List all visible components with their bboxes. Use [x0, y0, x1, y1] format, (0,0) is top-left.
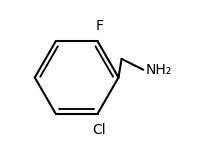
Text: Cl: Cl: [92, 123, 106, 137]
Text: NH₂: NH₂: [146, 63, 172, 77]
Text: F: F: [96, 19, 104, 33]
